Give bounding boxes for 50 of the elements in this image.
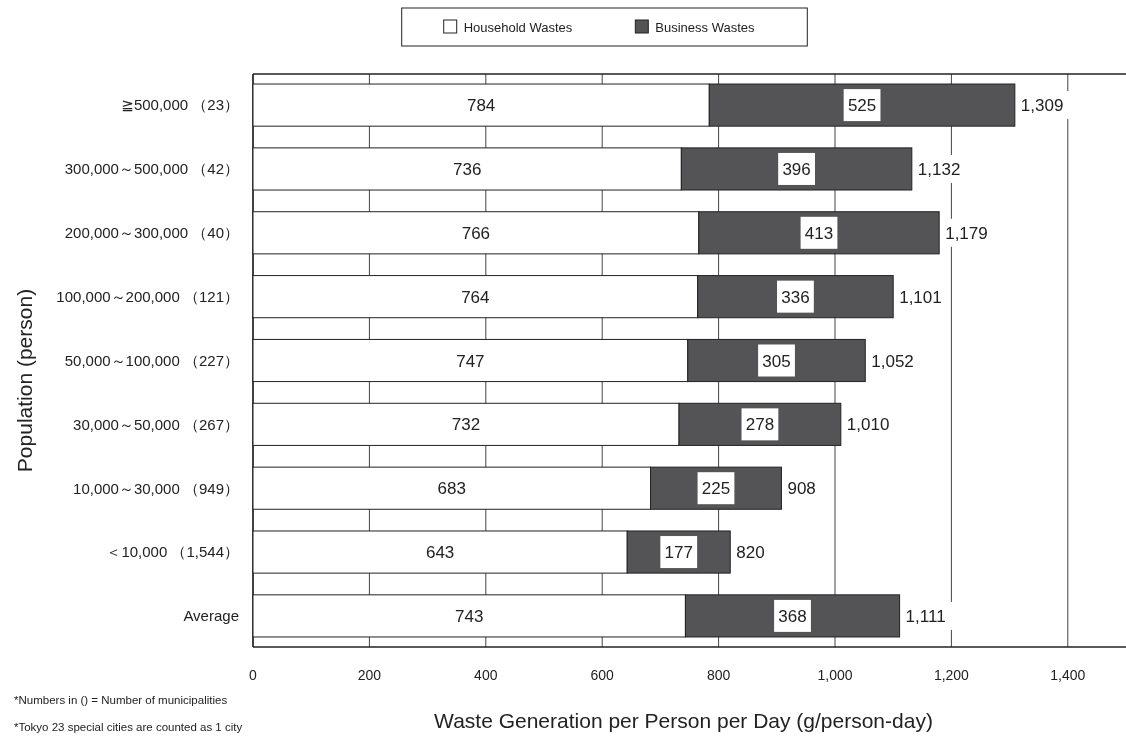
data-label: 368	[778, 607, 807, 627]
data-label: 784	[466, 96, 496, 116]
text: *Tokyo 23 special cities are counted as 1 city	[14, 721, 243, 734]
data-label: 525	[847, 96, 877, 116]
data-label: 683	[437, 479, 466, 499]
total-label: 1,309	[1020, 96, 1064, 116]
y-tick-label: ≧500,000 （23）	[121, 96, 239, 114]
data-label: 177	[664, 543, 693, 563]
x-axis-title: Waste Generation per Person per Day (g/person-day)	[434, 708, 933, 732]
total-label: 1,111	[905, 607, 946, 627]
data-label: 396	[782, 160, 811, 180]
data-label: 225	[701, 479, 731, 499]
y-tick-label: 200,000～300,000 （40）	[64, 224, 239, 242]
x-tick-label: 1,400	[1050, 667, 1086, 684]
y-tick-label: 10,000～30,000 （949）	[73, 479, 239, 497]
data-label: 732	[451, 415, 481, 435]
total-label: 908	[787, 479, 816, 499]
total-label: 1,010	[846, 415, 890, 435]
data-label: 743	[455, 607, 484, 627]
y-tick-label: Average	[183, 607, 239, 625]
legend-label: Business Wastes	[655, 19, 756, 35]
y-tick-label: 300,000～500,000 （42）	[64, 160, 239, 178]
x-tick-label: 0	[249, 667, 258, 684]
total-label: 820	[736, 543, 765, 563]
y-tick-label: 30,000～50,000 （267）	[73, 415, 239, 433]
x-tick-label: 800	[706, 667, 731, 684]
y-axis-title: Population (person)	[12, 288, 36, 473]
y-tick-label: 50,000～100,000 （227）	[64, 351, 239, 369]
data-label: 413	[804, 223, 834, 243]
y-tick-label: 100,000～200,000 （121）	[56, 288, 239, 306]
data-label: 747	[456, 351, 485, 371]
legend-label: Household Wastes	[463, 19, 573, 35]
data-label: 764	[461, 287, 490, 307]
total-label: 1,132	[917, 160, 961, 180]
data-label: 336	[781, 287, 810, 307]
total-label: 1,101	[899, 287, 942, 307]
total-label: 1,179	[945, 223, 988, 243]
data-label: 278	[745, 415, 775, 435]
data-label: 305	[762, 351, 791, 371]
x-tick-label: 1,200	[933, 667, 970, 684]
x-tick-label: 1,000	[817, 667, 853, 684]
text: *Numbers in () = Number of municipalities	[14, 694, 228, 707]
data-label: 643	[425, 543, 455, 563]
x-tick-label: 400	[474, 667, 498, 684]
x-tick-label: 200	[357, 667, 382, 684]
total-label: 1,052	[871, 351, 914, 371]
x-tick-label: 600	[590, 667, 615, 684]
data-label: 766	[461, 223, 491, 243]
data-label: 736	[452, 160, 482, 180]
y-tick-label: ＜10,000 （1,544）	[106, 543, 239, 561]
